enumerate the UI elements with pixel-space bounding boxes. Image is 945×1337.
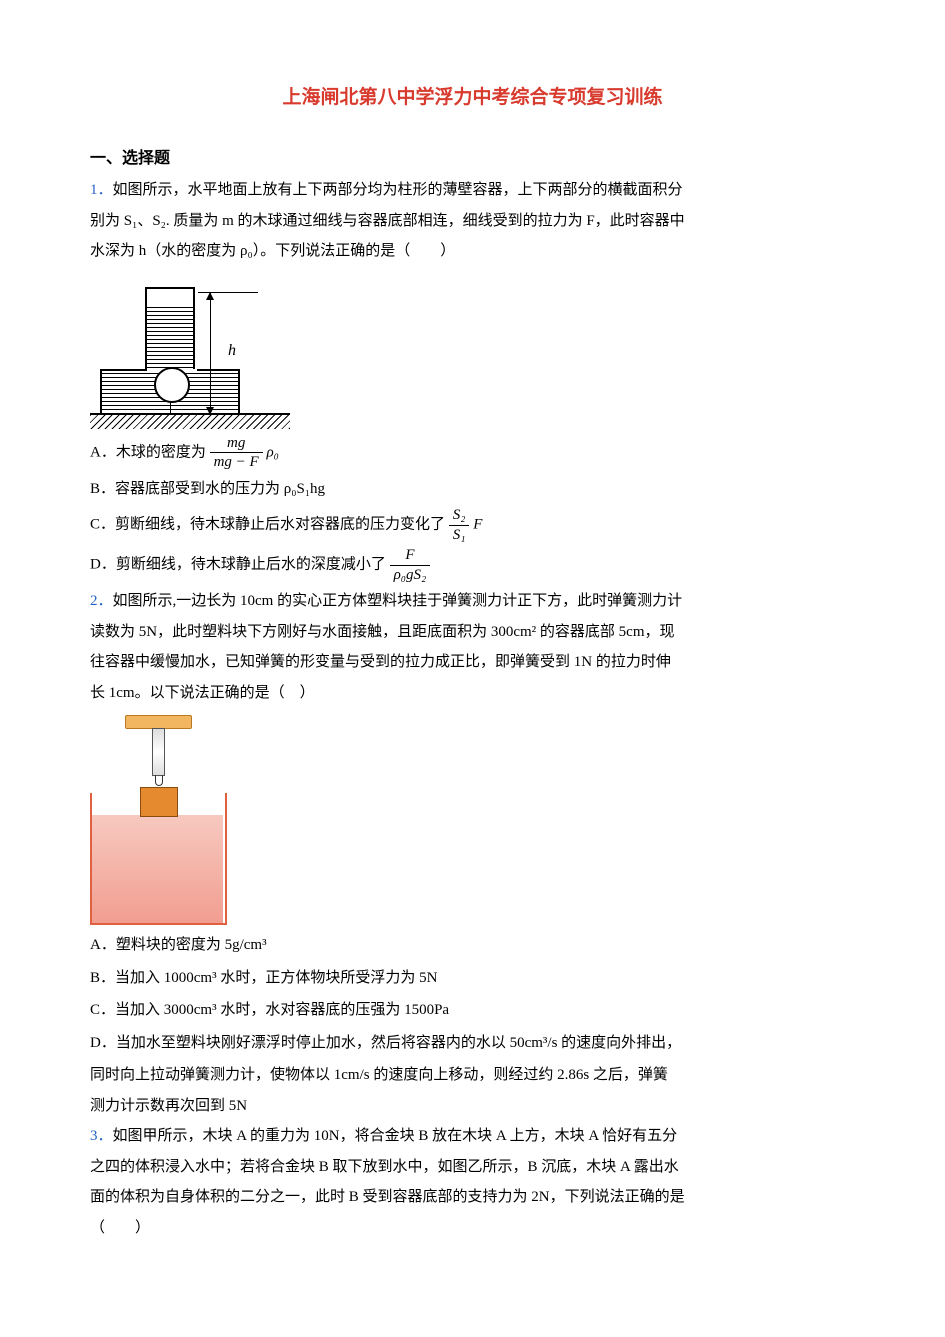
q1-optB: B．容器底部受到水的压力为 ρ₀S₁hg: [90, 475, 855, 504]
q2-optA: A．塑料块的密度为 5g/cm³: [90, 931, 855, 960]
doc-title: 上海闸北第八中学浮力中考综合专项复习训练: [90, 80, 855, 116]
q3-line3: 面的体积为自身体积的二分之一，此时 B 受到容器底部的支持力为 2N，下列说法正…: [90, 1183, 855, 1212]
q2-line4: 长 1cm。以下说法正确的是（ ）: [90, 679, 855, 708]
q1-line1: 如图所示，水平地面上放有上下两部分均为柱形的薄壁容器，上下两部分的横截面积分: [113, 182, 683, 198]
q1-C-num: S₂: [449, 507, 470, 526]
q1-A-num: mg: [210, 435, 263, 454]
q1-C-den: S₁: [449, 526, 470, 544]
q3-number: 3．: [90, 1128, 113, 1144]
q1-figure: h: [90, 274, 855, 429]
q1-optA: A．木球的密度为 mg mg − F ρ₀: [90, 435, 855, 471]
q2-optB: B．当加入 1000cm³ 水时，正方体物块所受浮力为 5N: [90, 964, 855, 993]
q2-line1: 如图所示,一边长为 10cm 的实心正方体塑料块挂于弹簧测力计正下方，此时弹簧测…: [113, 593, 683, 609]
q2-number: 2．: [90, 593, 113, 609]
q1-A-post: ρ₀: [263, 444, 279, 460]
q3-line2: 之四的体积浸入水中；若将合金块 B 取下放到水中，如图乙所示，B 沉底，木块 A…: [90, 1153, 855, 1182]
q1-line2: 别为 S₁、S₂. 质量为 m 的木球通过细线与容器底部相连，细线受到的拉力为 …: [90, 207, 855, 236]
q1-number: 1．: [90, 182, 113, 198]
q1-text: 1．如图所示，水平地面上放有上下两部分均为柱形的薄壁容器，上下两部分的横截面积分: [90, 176, 855, 205]
q2-line3: 往容器中缓慢加水，已知弹簧的形变量与受到的拉力成正比，即弹簧受到 1N 的拉力时…: [90, 648, 855, 677]
q1-D-num: F: [390, 547, 431, 566]
q1-A-den: mg − F: [210, 453, 263, 471]
q1-optD-pre: D．剪断细线，待木球静止后水的深度减小了: [90, 557, 390, 573]
q2-optD-l1: D．当加水至塑料块刚好漂浮时停止加水，然后将容器内的水以 50cm³/s 的速度…: [90, 1029, 855, 1058]
section-heading: 一、选择题: [90, 144, 855, 174]
q1-D-den: ρ₀gS₂: [390, 566, 431, 584]
q2-optD-l2: 同时向上拉动弹簧测力计，使物体以 1cm/s 的速度向上移动，则经过约 2.86…: [90, 1061, 855, 1090]
q2-optD-l3: 测力计示数再次回到 5N: [90, 1092, 855, 1121]
q2-line2: 读数为 5N，此时塑料块下方刚好与水面接触，且距底面积为 300cm² 的容器底…: [90, 618, 855, 647]
q1-line3: 水深为 h（水的密度为 ρ₀）。下列说法正确的是（ ）: [90, 237, 855, 266]
q1-optD: D．剪断细线，待木球静止后水的深度减小了 F ρ₀gS₂: [90, 547, 855, 583]
q1-h-label: h: [228, 336, 236, 366]
q1-C-post: F: [469, 517, 482, 533]
q2-optC: C．当加入 3000cm³ 水时，水对容器底的压强为 1500Pa: [90, 996, 855, 1025]
q1-optC-pre: C．剪断细线，待木球静止后水对容器底的压力变化了: [90, 517, 449, 533]
q2-figure: [90, 715, 855, 925]
q2-text: 2．如图所示,一边长为 10cm 的实心正方体塑料块挂于弹簧测力计正下方，此时弹…: [90, 587, 855, 616]
q3-line1: 如图甲所示，木块 A 的重力为 10N，将合金块 B 放在木块 A 上方，木块 …: [113, 1128, 678, 1144]
q1-optA-pre: A．木球的密度为: [90, 444, 210, 460]
q3-text: 3．如图甲所示，木块 A 的重力为 10N，将合金块 B 放在木块 A 上方，木…: [90, 1122, 855, 1151]
q3-line4: （ ）: [90, 1214, 855, 1243]
q1-optC: C．剪断细线，待木球静止后水对容器底的压力变化了 S₂ S₁ F: [90, 507, 855, 543]
